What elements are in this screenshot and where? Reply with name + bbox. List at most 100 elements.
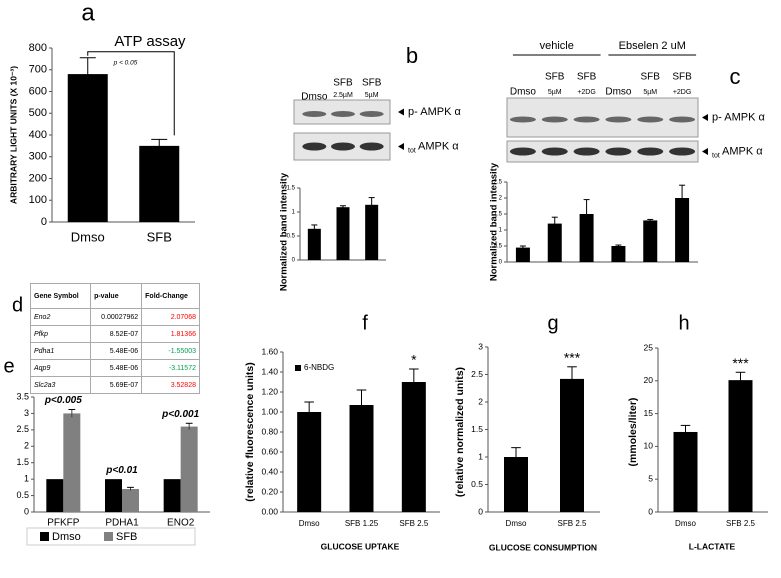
y-tick-label: 1.60	[261, 346, 278, 356]
blot-band	[605, 116, 632, 123]
y-tick-label: 0.80	[261, 426, 278, 436]
error-bar	[151, 138, 168, 153]
x-axis-label: GLUCOSE UPTAKE	[321, 541, 400, 551]
y-tick-label: 20	[644, 375, 654, 385]
table-header: Gene Symbol p-value Fold-Change	[29, 283, 200, 309]
row-label: AMPK α	[418, 140, 459, 152]
lane-dose: 5µM	[643, 89, 657, 96]
annotation: *	[411, 352, 417, 368]
blot-band	[359, 142, 384, 151]
y-tick-label: 0	[292, 258, 296, 264]
chart-title: ATP assay	[114, 33, 186, 50]
x-tick-label: ENO2	[167, 518, 195, 529]
y-axis-label: Normalized band intensity	[279, 172, 290, 291]
panel-label: a	[81, 0, 95, 26]
y-tick-label: 2.5	[16, 424, 29, 434]
lane-label: SFB	[672, 72, 692, 83]
bar	[105, 479, 122, 512]
x-tick-label: Dmso	[506, 519, 527, 528]
y-tick-label: 3	[24, 408, 29, 418]
annotation: p<0.005	[44, 395, 82, 406]
row-arrow	[702, 114, 708, 121]
y-tick-label: 3.5	[16, 391, 29, 401]
y-tick-label: 1.20	[261, 386, 278, 396]
blot-band	[302, 142, 327, 151]
legend-label: SFB	[116, 531, 137, 543]
table-body: Eno2 0.00027962 2.07068 Pfkp 8.52E-07 1.81366…	[29, 308, 200, 394]
table-cell: 2.07068	[141, 308, 200, 326]
error-bar	[304, 401, 314, 422]
panel-label: e	[3, 355, 14, 377]
table-row: Aqp9 5.48E-06 -3.11572	[29, 359, 200, 377]
x-tick-label: SFB 1.25	[345, 519, 379, 528]
lane-label: SFB	[545, 72, 565, 83]
legend-swatch	[295, 365, 301, 371]
y-tick-label: 0.60	[261, 446, 278, 456]
y-tick-label: 0	[41, 216, 47, 228]
table-cell: 3.52828	[141, 376, 200, 394]
bar	[63, 413, 81, 512]
panel-label: g	[547, 312, 558, 334]
table-cell: -1.55003	[141, 342, 200, 360]
error-bar	[680, 424, 691, 439]
y-tick-label: 2	[478, 396, 483, 406]
table-cell: 5.48E-06	[90, 342, 143, 360]
error-bar	[615, 244, 622, 247]
row-arrow	[398, 108, 404, 116]
y-tick-label: 100	[29, 194, 47, 206]
bar	[515, 247, 530, 262]
blot-band	[331, 142, 355, 151]
blot-band	[573, 116, 600, 123]
table-cell: 8.52E-07	[90, 325, 143, 343]
x-tick-label: SFB 2.5	[726, 519, 755, 528]
bar	[673, 431, 698, 512]
lane-label: SFB	[577, 72, 597, 83]
bar	[180, 426, 198, 512]
y-tick-label: 2	[499, 196, 503, 202]
bar	[139, 145, 180, 222]
lane-dose: 2.5µM	[333, 92, 353, 99]
bar	[401, 382, 426, 512]
y-tick-label: 0.5	[287, 234, 296, 240]
x-tick-label: PDHA1	[105, 518, 139, 529]
x-tick-label: Dmso	[299, 519, 320, 528]
error-bar	[511, 447, 521, 467]
error-bar	[735, 371, 746, 389]
y-tick-label: 600	[29, 85, 47, 97]
group-label: Ebselen 2 uM	[619, 40, 686, 52]
blot-band	[669, 147, 696, 156]
bar	[163, 479, 181, 512]
y-tick-label: 1.40	[261, 366, 278, 376]
error-bar	[679, 184, 686, 211]
blot-band	[509, 116, 536, 123]
legend-label: 6-NBDG	[304, 363, 334, 372]
row-label: p- AMPK α	[408, 106, 461, 118]
table-cell: Pfkp	[29, 325, 92, 343]
lane-label: Dmso	[510, 87, 537, 98]
blot-band	[541, 147, 568, 156]
table-row: Eno2 0.00027962 2.07068	[29, 308, 200, 326]
y-axis-label: (mmoles/liter)	[627, 398, 639, 467]
panel-label: h	[678, 312, 689, 334]
table-cell: 5.48E-06	[90, 359, 143, 377]
x-tick-label: SFB	[147, 229, 172, 244]
lane-label: SFB	[362, 78, 382, 89]
y-tick-label: 0.20	[261, 486, 278, 496]
error-bar	[368, 197, 375, 212]
blot-band	[669, 116, 696, 123]
error-bar	[340, 205, 346, 209]
y-axis-label: (relative normalized units)	[454, 367, 466, 497]
header-cell: Fold-Change	[141, 283, 200, 309]
group-label: vehicle	[540, 40, 574, 52]
error-bar	[356, 389, 367, 420]
legend-box	[26, 527, 196, 546]
y-tick-label: 1	[292, 210, 296, 216]
y-tick-label: 200	[29, 172, 47, 184]
bar	[643, 220, 658, 262]
bar	[297, 412, 322, 512]
error-bar	[311, 224, 318, 233]
bar	[336, 207, 350, 260]
y-tick-label: 800	[29, 42, 47, 54]
